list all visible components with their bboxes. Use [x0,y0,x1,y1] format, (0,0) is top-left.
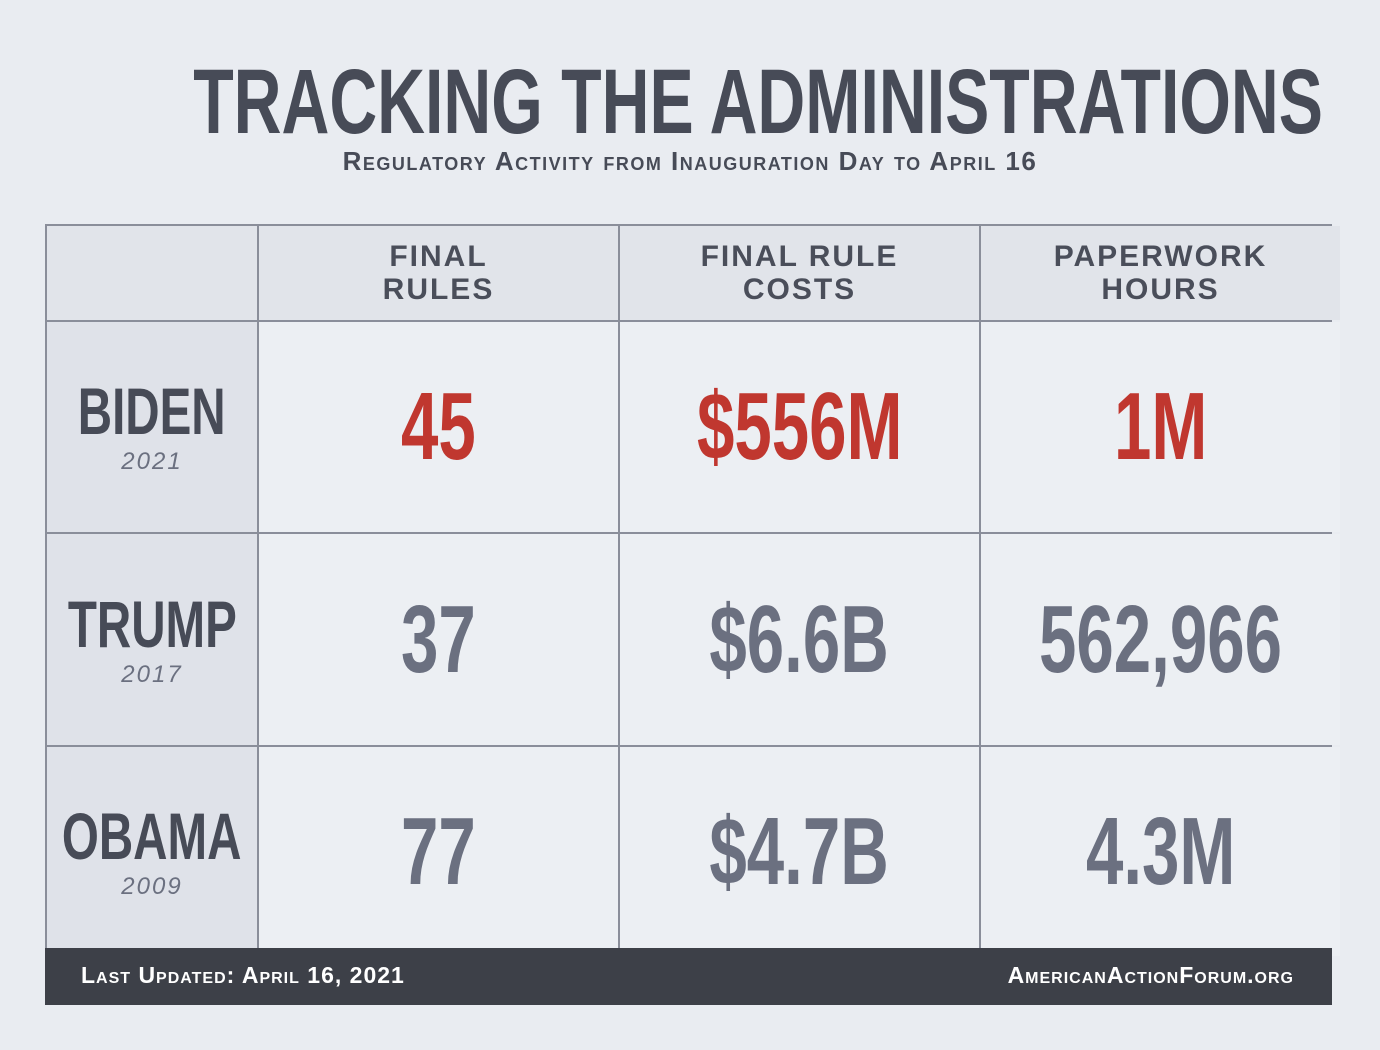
value-cell: $4.7B [620,747,979,956]
corner-cell [47,226,257,320]
title: TRACKING THE ADMINISTRATIONS [193,51,1323,153]
value-cell: 45 [259,322,618,532]
site: AmericanActionForum.org [1007,962,1294,988]
subtitle: Regulatory Activity from Inauguration Da… [342,146,1038,176]
table: FINAL RULES FINAL RULE COSTS PAPERWORK HOU… [45,224,1340,956]
column-header: FINAL RULE COSTS [620,226,979,320]
value-cell: 77 [259,747,618,956]
row-header: BIDEN 2021 [47,322,257,532]
administration-name: BIDEN [78,374,226,448]
last-updated: Last Updated: April 16, 2021 [81,962,405,988]
administration-year: 2021 [121,448,183,475]
column-header: FINAL RULES [259,226,618,320]
value: $4.7B [709,797,890,905]
value: 45 [401,373,476,480]
value-cell: $6.6B [620,534,979,745]
value: $6.6B [709,585,890,693]
value-cell: 1M [981,322,1340,532]
row-header: OBAMA 2009 [47,747,257,956]
administration-name: OBAMA [62,798,242,873]
value: $556M [696,373,903,480]
value-cell: 562,966 [981,534,1340,745]
column-header: PAPERWORK HOURS [981,226,1340,320]
value-cell: 4.3M [981,747,1340,956]
administration-year: 2009 [121,872,183,900]
administration-year: 2017 [121,660,183,688]
footer: Last Updated: April 16, 2021 AmericanAct… [45,948,1332,1005]
value-cell: 37 [259,534,618,745]
value: 37 [401,585,476,693]
value-cell: $556M [620,322,979,532]
row-header: TRUMP 2017 [47,534,257,745]
value: 562,966 [1039,585,1282,693]
value: 1M [1113,373,1208,480]
value: 4.3M [1085,797,1236,905]
administration-name: TRUMP [67,586,237,661]
value: 77 [401,797,476,905]
